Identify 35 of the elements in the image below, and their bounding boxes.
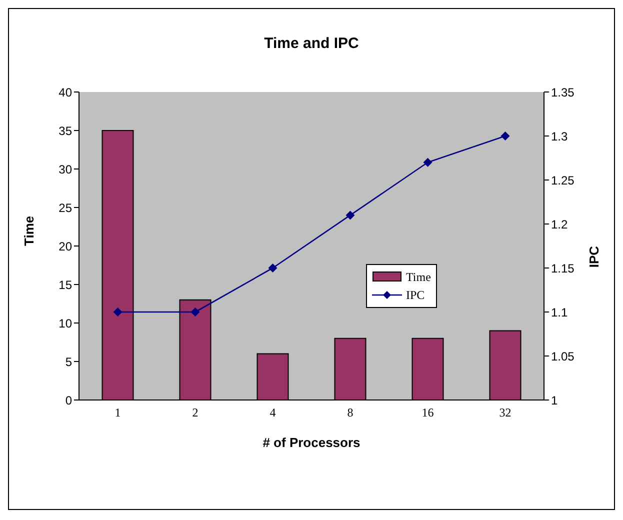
x-tick-label: 16 bbox=[422, 406, 434, 420]
y2-axis-title: IPC bbox=[586, 245, 602, 268]
point bbox=[423, 158, 432, 167]
x-tick-label: 32 bbox=[499, 406, 512, 420]
point bbox=[190, 308, 200, 316]
y2-tick-label: 1.15 bbox=[551, 261, 575, 276]
chart-title: Time and IPC bbox=[263, 35, 360, 52]
y2-tick-label: 1.25 bbox=[551, 173, 575, 188]
y-tick-label: 20 bbox=[58, 239, 72, 254]
legend-label: Time bbox=[406, 270, 431, 284]
x-axis-title: # of Processors bbox=[262, 435, 360, 450]
y2-tick-label: 1 bbox=[551, 393, 558, 408]
y-tick-label: 30 bbox=[58, 162, 72, 176]
y-tick-label: 35 bbox=[58, 124, 72, 138]
x-tick-label: 1 bbox=[114, 406, 121, 420]
point bbox=[500, 132, 510, 140]
x-tick-label: 2 bbox=[192, 406, 198, 420]
y-axis-title: Time bbox=[22, 216, 37, 246]
y2-tick-label: 1.05 bbox=[551, 349, 575, 364]
y2-tick-label: 1.1 bbox=[551, 305, 568, 320]
point bbox=[346, 210, 355, 220]
legend-label: IPC bbox=[406, 288, 425, 302]
y-tick-label: 0 bbox=[65, 393, 72, 408]
point bbox=[113, 308, 122, 316]
y-tick-label: 15 bbox=[58, 278, 72, 292]
y2-tick-label: 1.2 bbox=[551, 217, 568, 232]
y-tick-label: 10 bbox=[58, 316, 72, 330]
y-tick-label: 5 bbox=[65, 354, 72, 369]
y-tick-label: 40 bbox=[58, 85, 72, 100]
x-tick-label: 8 bbox=[347, 406, 354, 420]
y-tick-label: 25 bbox=[58, 200, 72, 215]
x-tick-label: 4 bbox=[270, 406, 276, 420]
point bbox=[268, 264, 278, 272]
y2-tick-label: 1.3 bbox=[551, 129, 568, 144]
y2-tick-label: 1.35 bbox=[551, 85, 575, 100]
